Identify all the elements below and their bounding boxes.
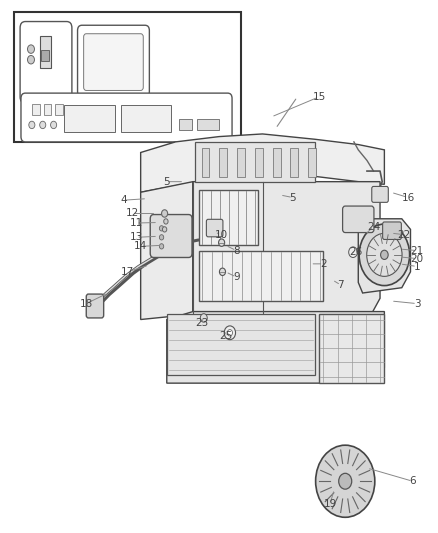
Text: 9: 9 xyxy=(233,272,240,282)
Bar xyxy=(237,148,245,177)
Text: 5: 5 xyxy=(163,176,170,187)
FancyBboxPatch shape xyxy=(78,25,149,97)
Bar xyxy=(219,148,227,177)
Text: 1: 1 xyxy=(414,262,420,271)
Text: 13: 13 xyxy=(130,232,143,243)
Circle shape xyxy=(50,121,57,128)
Text: 26: 26 xyxy=(350,247,363,257)
Circle shape xyxy=(316,445,375,518)
FancyBboxPatch shape xyxy=(21,93,232,142)
Circle shape xyxy=(200,314,207,322)
Circle shape xyxy=(162,227,167,232)
Circle shape xyxy=(40,121,46,128)
Polygon shape xyxy=(193,182,380,314)
FancyBboxPatch shape xyxy=(383,222,401,239)
FancyBboxPatch shape xyxy=(372,187,389,203)
Text: 16: 16 xyxy=(402,192,415,203)
Circle shape xyxy=(159,244,164,249)
FancyBboxPatch shape xyxy=(20,21,72,103)
Text: 18: 18 xyxy=(80,298,93,309)
Bar xyxy=(167,314,315,375)
Circle shape xyxy=(359,224,410,286)
Bar xyxy=(199,190,258,245)
Circle shape xyxy=(162,210,168,217)
Bar xyxy=(55,104,63,115)
Text: 22: 22 xyxy=(397,230,410,240)
Polygon shape xyxy=(141,134,385,192)
Text: 24: 24 xyxy=(367,222,380,232)
Text: 7: 7 xyxy=(338,280,344,290)
Bar xyxy=(201,148,209,177)
Bar xyxy=(42,50,49,61)
FancyBboxPatch shape xyxy=(150,215,192,257)
Bar xyxy=(40,36,50,68)
Circle shape xyxy=(159,225,164,231)
Bar xyxy=(290,148,298,177)
Circle shape xyxy=(339,473,352,489)
Bar xyxy=(199,251,323,301)
Text: 6: 6 xyxy=(410,477,416,486)
Text: 19: 19 xyxy=(323,499,337,509)
Text: 23: 23 xyxy=(195,318,208,328)
Text: 25: 25 xyxy=(219,332,232,342)
Bar xyxy=(32,104,40,115)
Circle shape xyxy=(164,219,168,224)
Circle shape xyxy=(219,239,225,246)
Text: 15: 15 xyxy=(312,92,326,102)
Bar xyxy=(121,105,171,132)
Circle shape xyxy=(28,45,35,53)
Bar xyxy=(255,148,263,177)
Text: 8: 8 xyxy=(233,246,240,256)
Bar xyxy=(179,118,192,130)
Bar xyxy=(308,148,316,177)
Text: 2: 2 xyxy=(320,259,327,269)
FancyBboxPatch shape xyxy=(86,294,104,318)
Circle shape xyxy=(367,233,402,277)
Bar xyxy=(197,118,219,130)
Bar xyxy=(273,148,280,177)
Text: 12: 12 xyxy=(125,208,138,219)
Text: 11: 11 xyxy=(130,218,143,228)
Circle shape xyxy=(29,121,35,128)
Bar xyxy=(14,12,241,142)
Bar xyxy=(195,142,315,182)
FancyBboxPatch shape xyxy=(343,206,374,232)
Text: 21: 21 xyxy=(410,246,424,256)
Circle shape xyxy=(28,55,35,64)
Text: 20: 20 xyxy=(410,254,424,263)
Text: 14: 14 xyxy=(134,241,147,252)
Text: 5: 5 xyxy=(290,192,296,203)
Text: 3: 3 xyxy=(414,298,420,309)
Text: 4: 4 xyxy=(120,195,127,205)
Circle shape xyxy=(224,326,236,340)
Circle shape xyxy=(159,235,164,240)
Text: 10: 10 xyxy=(215,230,228,240)
Circle shape xyxy=(227,329,233,336)
Polygon shape xyxy=(358,219,410,293)
FancyBboxPatch shape xyxy=(84,34,143,91)
Polygon shape xyxy=(167,312,385,383)
Bar xyxy=(44,104,51,115)
Circle shape xyxy=(219,268,226,276)
Polygon shape xyxy=(141,182,193,319)
Circle shape xyxy=(349,247,357,257)
FancyBboxPatch shape xyxy=(206,219,223,237)
Text: 17: 17 xyxy=(121,267,134,277)
Circle shape xyxy=(381,250,388,260)
Bar xyxy=(319,314,385,383)
Bar xyxy=(64,105,115,132)
